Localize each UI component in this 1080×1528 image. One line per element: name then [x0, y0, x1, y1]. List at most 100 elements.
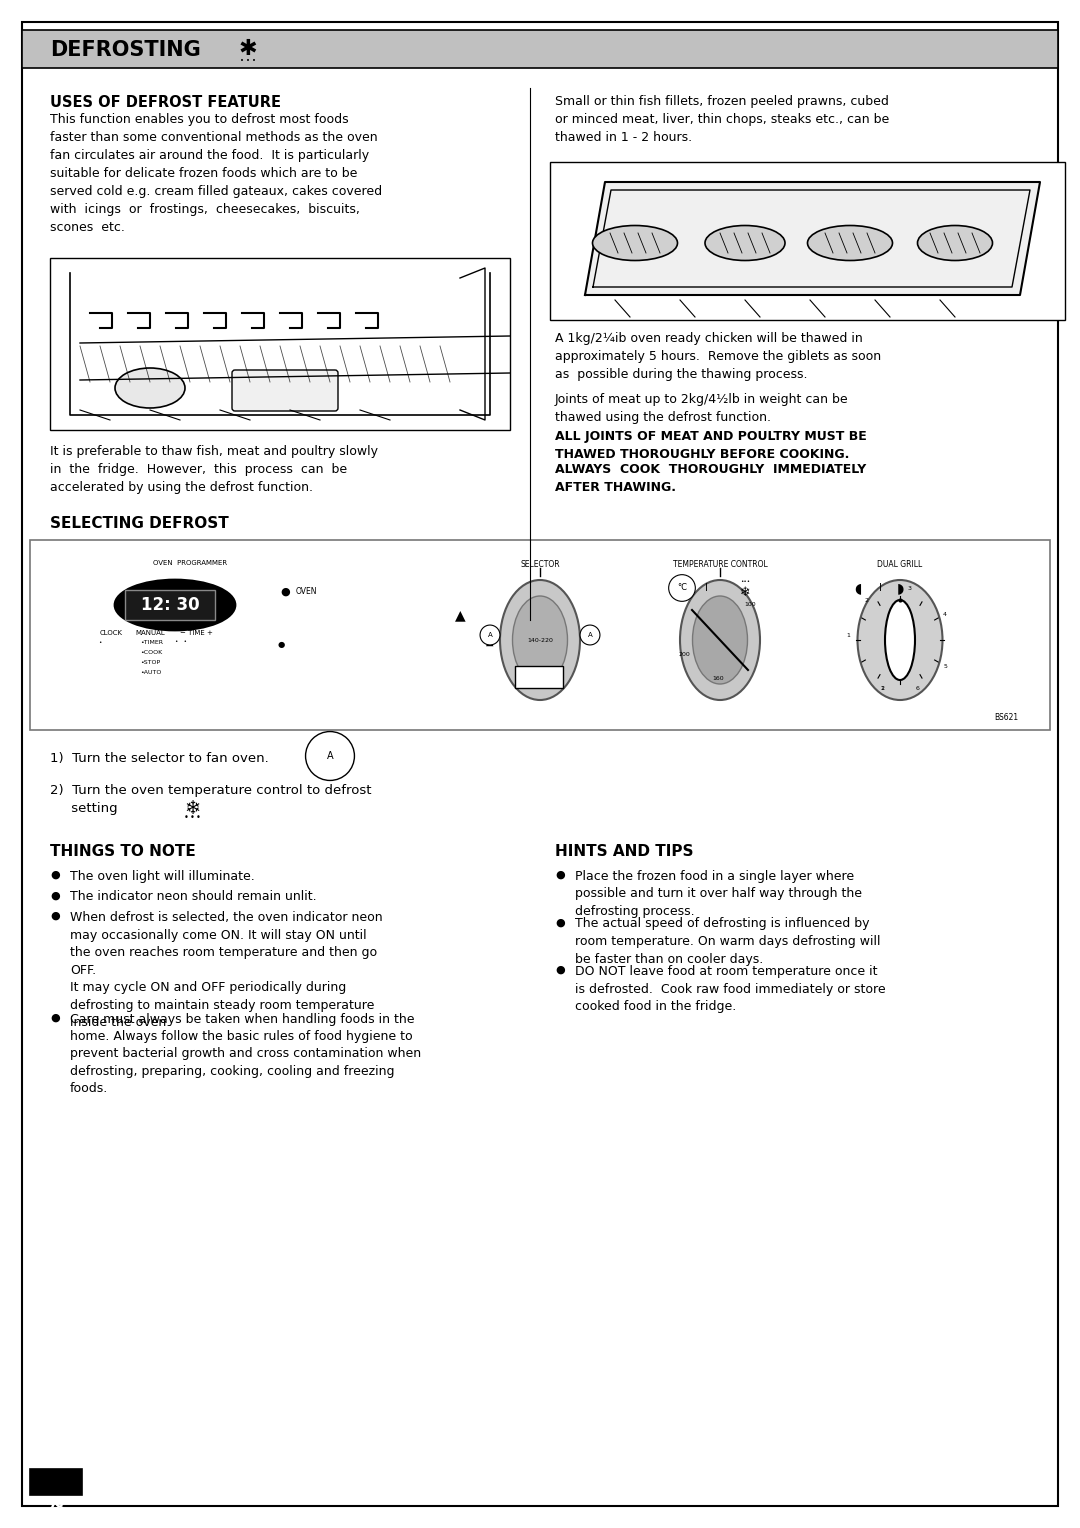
- Text: ◗: ◗: [896, 581, 904, 594]
- Text: This function enables you to defrost most foods
faster than some conventional me: This function enables you to defrost mos…: [50, 113, 382, 234]
- Ellipse shape: [885, 601, 915, 680]
- FancyBboxPatch shape: [232, 370, 338, 411]
- Text: ●: ●: [280, 587, 289, 597]
- Text: 2: 2: [865, 597, 868, 602]
- Text: ●: ●: [50, 911, 59, 921]
- Text: ●: ●: [50, 1013, 59, 1022]
- Text: USES OF DEFROST FEATURE: USES OF DEFROST FEATURE: [50, 95, 281, 110]
- Text: 1)  Turn the selector to fan oven.: 1) Turn the selector to fan oven.: [50, 752, 269, 766]
- Ellipse shape: [918, 226, 993, 260]
- Text: 3: 3: [907, 587, 912, 591]
- Text: Care must always be taken when handling foods in the
home. Always follow the bas: Care must always be taken when handling …: [70, 1013, 421, 1096]
- Text: Place the frozen food in a single layer where
possible and turn it over half way: Place the frozen food in a single layer …: [575, 869, 862, 918]
- Text: DEFROSTING: DEFROSTING: [50, 40, 201, 60]
- Text: ●: ●: [555, 966, 565, 975]
- Text: °C: °C: [677, 584, 687, 593]
- Text: 200: 200: [678, 652, 690, 657]
- Text: DO NOT leave food at room temperature once it
is defrosted.  Cook raw food immed: DO NOT leave food at room temperature on…: [575, 966, 886, 1013]
- Text: 28: 28: [46, 1500, 66, 1514]
- Text: OVEN  PROGRAMMER: OVEN PROGRAMMER: [153, 559, 227, 565]
- Ellipse shape: [808, 226, 892, 260]
- Text: ◖: ◖: [854, 581, 862, 594]
- Bar: [30, 539, 1050, 730]
- Text: ●: ●: [555, 869, 565, 880]
- Bar: [125, 590, 215, 620]
- Text: 6: 6: [916, 686, 920, 691]
- Text: •   •: • •: [175, 639, 187, 643]
- Text: ●: ●: [278, 640, 285, 649]
- Text: The actual speed of defrosting is influenced by
room temperature. On warm days d: The actual speed of defrosting is influe…: [575, 917, 880, 966]
- Text: 160: 160: [712, 675, 724, 680]
- Text: ●: ●: [555, 917, 565, 927]
- Text: •AUTO: •AUTO: [140, 669, 161, 675]
- Text: •: •: [240, 58, 244, 64]
- Text: Joints of meat up to 2kg/4½lb in weight can be
thawed using the defrost function: Joints of meat up to 2kg/4½lb in weight …: [555, 393, 849, 423]
- Text: DUAL GRILL: DUAL GRILL: [877, 559, 922, 568]
- Text: When defrost is selected, the oven indicator neon
may occasionally come ON. It w: When defrost is selected, the oven indic…: [70, 911, 382, 1028]
- Text: •: •: [252, 58, 256, 64]
- Polygon shape: [585, 182, 1040, 295]
- Text: The oven light will illuminate.: The oven light will illuminate.: [70, 869, 255, 883]
- Text: It is preferable to thaw fish, meat and poultry slowly
in  the  fridge.  However: It is preferable to thaw fish, meat and …: [50, 445, 378, 494]
- Text: ▲: ▲: [455, 608, 465, 622]
- Text: ●: ●: [50, 869, 59, 880]
- Text: ▲: ▲: [486, 637, 494, 646]
- Ellipse shape: [680, 581, 760, 700]
- Text: ✱: ✱: [239, 40, 257, 60]
- Text: ▲: ▲: [323, 753, 337, 773]
- Text: − TIME +: − TIME +: [180, 630, 213, 636]
- Text: BS621: BS621: [994, 714, 1018, 723]
- Text: •TIMER: •TIMER: [140, 640, 163, 645]
- Text: The indicator neon should remain unlit.: The indicator neon should remain unlit.: [70, 891, 316, 903]
- Text: •: •: [246, 58, 249, 64]
- Text: 4: 4: [943, 611, 947, 616]
- Text: HINTS AND TIPS: HINTS AND TIPS: [555, 843, 693, 859]
- Text: A: A: [588, 633, 592, 639]
- Text: Small or thin fish fillets, frozen peeled prawns, cubed
or minced meat, liver, t: Small or thin fish fillets, frozen peele…: [555, 95, 889, 144]
- Text: •: •: [190, 813, 194, 822]
- Text: A: A: [326, 750, 334, 761]
- Text: 100: 100: [744, 602, 756, 608]
- Ellipse shape: [513, 596, 567, 685]
- Text: ❄: ❄: [184, 799, 200, 817]
- Text: 2)  Turn the oven temperature control to defrost
     setting: 2) Turn the oven temperature control to …: [50, 784, 372, 814]
- Text: MANUAL: MANUAL: [135, 630, 165, 636]
- Text: OVEN: OVEN: [296, 587, 318, 596]
- Text: ALWAYS  COOK  THOROUGHLY  IMMEDIATELY
AFTER THAWING.: ALWAYS COOK THOROUGHLY IMMEDIATELY AFTER…: [555, 463, 866, 494]
- Text: •STOP: •STOP: [140, 660, 160, 665]
- Text: 5: 5: [943, 663, 947, 669]
- Text: •••: •••: [740, 579, 751, 585]
- Text: ●: ●: [50, 891, 59, 900]
- Text: I: I: [878, 584, 881, 593]
- Text: THINGS TO NOTE: THINGS TO NOTE: [50, 843, 195, 859]
- Text: I: I: [704, 584, 707, 593]
- Bar: [550, 162, 1065, 319]
- Ellipse shape: [114, 368, 185, 408]
- Bar: [22, 31, 1058, 69]
- Text: SELECTOR: SELECTOR: [521, 559, 559, 568]
- Text: A 1kg/2¼ib oven ready chicken will be thawed in
approximately 5 hours.  Remove t: A 1kg/2¼ib oven ready chicken will be th…: [555, 332, 881, 380]
- Ellipse shape: [114, 581, 235, 630]
- Text: SELECTING DEFROST: SELECTING DEFROST: [50, 516, 229, 532]
- Text: •: •: [98, 640, 102, 645]
- Text: TEMPERATURE CONTROL: TEMPERATURE CONTROL: [673, 559, 768, 568]
- Bar: [50, 258, 510, 429]
- Bar: [515, 666, 563, 688]
- Ellipse shape: [593, 226, 677, 260]
- Text: 1: 1: [847, 633, 850, 639]
- Ellipse shape: [858, 581, 943, 700]
- Text: •COOK: •COOK: [140, 649, 162, 656]
- Ellipse shape: [692, 596, 747, 685]
- Text: 12: 30: 12: 30: [140, 596, 200, 614]
- Text: 1: 1: [880, 686, 885, 691]
- Ellipse shape: [705, 226, 785, 260]
- Text: ❄: ❄: [740, 585, 751, 599]
- Text: CLOCK: CLOCK: [100, 630, 123, 636]
- Text: •: •: [195, 813, 201, 822]
- Bar: [30, 1468, 82, 1494]
- Ellipse shape: [500, 581, 580, 700]
- Text: A: A: [488, 633, 492, 639]
- Text: •: •: [184, 813, 188, 822]
- Text: 140-220: 140-220: [527, 637, 553, 642]
- Text: ALL JOINTS OF MEAT AND POULTRY MUST BE
THAWED THOROUGHLY BEFORE COOKING.: ALL JOINTS OF MEAT AND POULTRY MUST BE T…: [555, 429, 867, 461]
